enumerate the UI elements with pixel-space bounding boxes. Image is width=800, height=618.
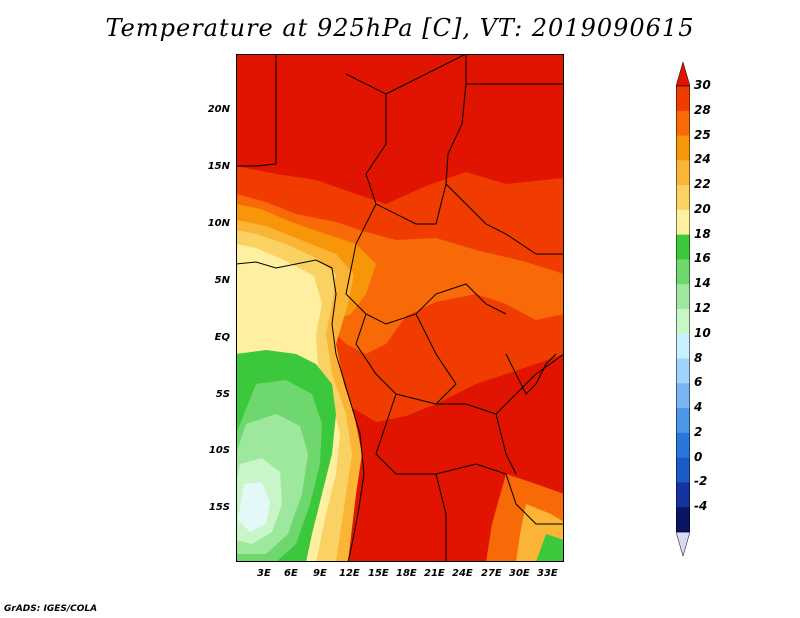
colorbar-swatch — [676, 457, 690, 483]
colorbar-label: -4 — [694, 499, 708, 514]
colorbar-swatch — [676, 86, 690, 112]
colorbar-swatch — [676, 507, 690, 533]
colorbar-swatch — [676, 358, 690, 384]
colorbar-swatch — [676, 234, 690, 260]
colorbar-label: 0 — [694, 449, 703, 464]
lon-label: 24E — [452, 568, 473, 579]
colorbar-label: 18 — [694, 226, 711, 241]
colorbar-label: 22 — [694, 177, 711, 192]
colorbar-label: 10 — [694, 325, 711, 340]
colorbar-bottom-arrow — [676, 531, 690, 556]
colorbar-label: 20 — [694, 201, 711, 216]
colorbar-label: 8 — [694, 350, 703, 365]
colorbar-swatch — [676, 259, 690, 285]
colorbar-swatch — [676, 135, 690, 161]
map-boundaries — [236, 54, 564, 562]
lon-label: 27E — [481, 568, 502, 579]
colorbar-swatch — [676, 482, 690, 508]
colorbar-label: 12 — [694, 301, 711, 315]
lon-label: 33E — [537, 568, 558, 579]
lat-label: 15N — [207, 161, 230, 172]
temperature-map — [236, 54, 564, 562]
colorbar-label: 4 — [694, 400, 703, 415]
colorbar-swatch — [676, 309, 690, 335]
footer-credit: GrADS: IGES/COLA — [4, 604, 98, 614]
lat-label: 10S — [208, 445, 230, 456]
temperature-field — [236, 54, 564, 562]
colorbar-swatch — [676, 209, 690, 236]
colorbar-label: 28 — [694, 102, 711, 117]
lon-label: 6E — [284, 568, 298, 579]
lat-label: 5S — [215, 389, 230, 400]
colorbar-swatch — [676, 432, 690, 459]
colorbar-label: 25 — [694, 127, 711, 142]
lat-label: 20N — [207, 104, 230, 115]
temp-band-8 — [238, 482, 270, 532]
map-frame — [236, 54, 564, 562]
colorbar-label: 6 — [694, 375, 703, 390]
colorbar-label: 14 — [694, 276, 711, 291]
lon-label: 9E — [313, 568, 327, 579]
lat-label: 5N — [214, 275, 230, 286]
colorbar-label: -2 — [694, 474, 708, 489]
colorbar-swatch — [676, 160, 690, 186]
colorbar-swatch — [676, 110, 690, 137]
lat-label: 15S — [208, 502, 230, 513]
lon-label: 12E — [339, 568, 360, 579]
colorbar-label: 2 — [694, 424, 703, 439]
lat-label: EQ — [214, 332, 230, 343]
colorbar-label: 30 — [694, 78, 711, 92]
temp-band-se-16 — [536, 534, 564, 562]
colorbar-frame — [676, 85, 690, 533]
map-title: Temperature at 925hPa [C], VT: 201909061… — [105, 14, 695, 42]
lat-label: 10N — [207, 218, 230, 229]
lon-label: 21E — [424, 568, 445, 579]
colorbar-swatch — [676, 185, 690, 211]
lon-label: 18E — [396, 568, 417, 579]
colorbar-top-arrow — [676, 62, 690, 87]
colorbar-swatch — [676, 408, 690, 434]
colorbar-label: 24 — [694, 152, 711, 167]
colorbar-swatch — [676, 284, 690, 310]
lon-label: 15E — [368, 568, 389, 579]
colorbar-label: 16 — [694, 251, 711, 266]
lon-label: 30E — [509, 568, 530, 579]
lon-label: 3E — [257, 568, 271, 579]
colorbar-swatch — [676, 383, 690, 409]
colorbar — [676, 62, 690, 556]
colorbar-swatch — [676, 333, 690, 360]
